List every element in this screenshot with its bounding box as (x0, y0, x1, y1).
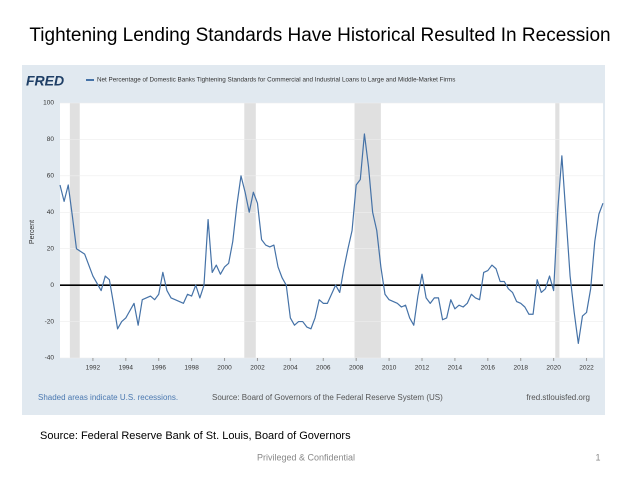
x-tick-label: 2022 (579, 365, 594, 372)
x-tick-label: 2008 (349, 365, 364, 372)
recession-band (69, 103, 80, 358)
y-tick-label: -40 (45, 355, 55, 362)
y-axis-label: Percent (29, 220, 36, 244)
x-tick-label: 2020 (546, 365, 561, 372)
plot-area (60, 103, 603, 358)
y-tick-label: 80 (47, 136, 55, 143)
recession-band (244, 103, 256, 358)
x-tick-label: 2000 (217, 365, 232, 372)
x-tick-label: 1994 (119, 365, 134, 372)
y-tick-label: 20 (47, 245, 55, 252)
recession-band (555, 103, 560, 358)
x-tick-label: 2018 (513, 365, 528, 372)
x-tick-label: 2010 (382, 365, 397, 372)
x-tick-label: 1998 (184, 365, 199, 372)
x-tick-label: 1992 (86, 365, 101, 372)
fred-logo: FRED (26, 73, 64, 89)
fred-site: fred.stlouisfed.org (526, 393, 590, 402)
x-tick-label: 2016 (481, 365, 496, 372)
data-line (59, 133, 604, 345)
y-tick-label: 100 (43, 100, 54, 107)
plot: -40 -20 0 20 40 60 80 100 1992 1994 1996 1998 2000 20… (43, 100, 604, 372)
chart-source: Source: Board of Governors of the Federa… (212, 393, 443, 402)
recession-note: Shaded areas indicate U.S. recessions. (38, 393, 178, 402)
footer: Privileged & Confidential (257, 452, 355, 462)
slide-source: Source: Federal Reserve Bank of St. Loui… (40, 430, 351, 442)
legend-entry: Net Percentage of Domestic Banks Tighten… (97, 77, 455, 84)
y-tick-label: -20 (45, 318, 55, 325)
x-tick-label: 2014 (448, 365, 463, 372)
y-tick-label: 40 (47, 209, 55, 216)
y-tick-label: 60 (47, 173, 55, 180)
x-tick-label: 2002 (250, 365, 265, 372)
x-tick-label: 2004 (283, 365, 298, 372)
page-number: 1 (595, 452, 600, 462)
x-tick-label: 1996 (151, 365, 166, 372)
y-tick-label: 0 (50, 282, 54, 289)
x-tick-label: 2006 (316, 365, 331, 372)
slide-title: Tightening Lending Standards Have Histor… (29, 25, 610, 46)
x-tick-label: 2012 (415, 365, 430, 372)
